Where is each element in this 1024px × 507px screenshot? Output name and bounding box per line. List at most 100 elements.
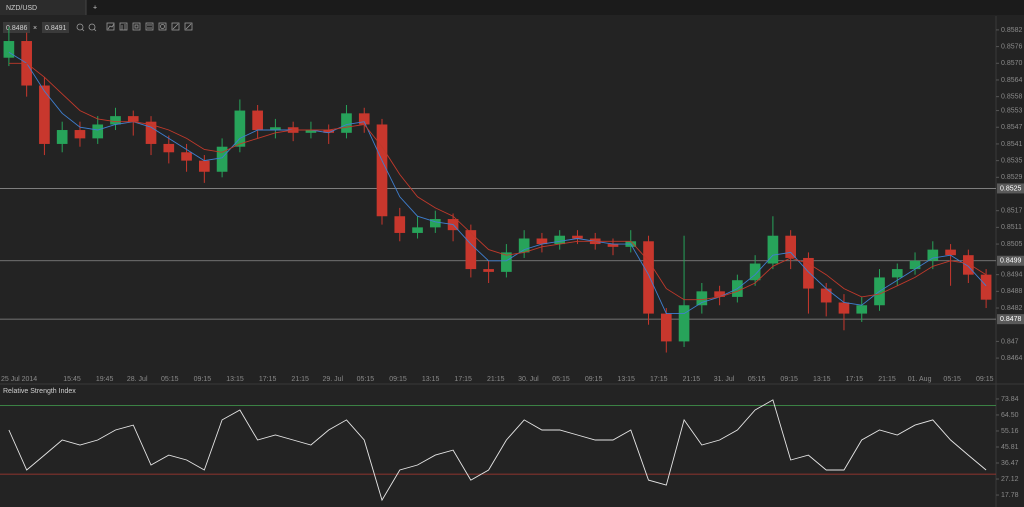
ask-box bbox=[42, 22, 69, 33]
candle-body bbox=[270, 127, 281, 131]
candle-body bbox=[856, 305, 868, 314]
x-tick-label: 21:15 bbox=[878, 376, 896, 383]
candle-body bbox=[554, 235, 566, 245]
candle-body bbox=[412, 227, 423, 233]
tab[interactable] bbox=[0, 0, 86, 15]
tab-label[interactable]: NZD/USD bbox=[6, 5, 37, 12]
candle-body bbox=[483, 269, 494, 272]
candle-body bbox=[181, 152, 192, 161]
candle-body bbox=[572, 235, 583, 239]
y-tick-label: 0.847 bbox=[1001, 338, 1019, 345]
draw-tool[interactable] bbox=[184, 22, 193, 31]
x-tick-label: 09:15 bbox=[194, 376, 212, 383]
candle-body bbox=[394, 216, 406, 233]
x-tick-label: 09:15 bbox=[780, 376, 798, 383]
x-tick-label: 05:15 bbox=[161, 376, 179, 383]
x-tick-label: 31. Jul bbox=[714, 376, 735, 383]
candle-body bbox=[963, 255, 974, 275]
x-tick-label: 13:15 bbox=[617, 376, 635, 383]
y-tick-label: 0.8517 bbox=[1001, 208, 1023, 215]
toolbar-icons bbox=[76, 22, 193, 32]
y-tick-label: 0.8570 bbox=[1001, 60, 1023, 67]
candle-body bbox=[536, 238, 548, 245]
x-tick-label: 05:15 bbox=[748, 376, 766, 383]
level-label: 0.8478 bbox=[1000, 316, 1022, 323]
x-tick-label: 21:15 bbox=[291, 376, 309, 383]
settings[interactable] bbox=[171, 22, 180, 31]
add-tab[interactable]: + bbox=[93, 4, 97, 11]
rsi-panel: 73.84 64.50 55.16 45.81 36.47 27.12 17.78 Relat… bbox=[0, 388, 1019, 502]
candle-body bbox=[74, 130, 86, 139]
candle-body bbox=[145, 121, 157, 144]
x-tick-label: 19:45 bbox=[96, 376, 114, 383]
x-tick-label: 25 Jul 2014 bbox=[1, 376, 37, 383]
x-tick-label: 01. Aug bbox=[908, 376, 932, 383]
x-tick-label: 29. Jul bbox=[322, 376, 343, 383]
candle-body bbox=[465, 230, 477, 270]
zoom-in[interactable] bbox=[76, 23, 85, 32]
tab-bar bbox=[0, 0, 1024, 15]
candle-body bbox=[341, 113, 352, 133]
candle-chart[interactable] bbox=[132, 22, 141, 31]
x-tick-label: 17:15 bbox=[846, 376, 864, 383]
candle-body bbox=[199, 160, 210, 172]
candle-body bbox=[785, 235, 796, 258]
candle-body bbox=[945, 249, 956, 256]
candle-body bbox=[3, 41, 15, 58]
candle-body bbox=[252, 110, 263, 131]
candle-body bbox=[358, 113, 370, 125]
candle-body bbox=[891, 269, 903, 278]
price-separator: × bbox=[33, 25, 37, 32]
y-tick-label: 17.78 bbox=[1001, 492, 1019, 499]
x-tick-label: 21:15 bbox=[487, 376, 505, 383]
y-tick-label: 45.81 bbox=[1001, 444, 1019, 451]
x-tick-label: 13:15 bbox=[422, 376, 440, 383]
y-tick-label: 0.8558 bbox=[1001, 94, 1023, 101]
candle-body bbox=[376, 124, 388, 217]
x-tick-label: 09:15 bbox=[389, 376, 407, 383]
moving-average bbox=[8, 51, 987, 315]
bar-chart[interactable] bbox=[119, 22, 128, 31]
line-chart[interactable] bbox=[106, 22, 115, 31]
price-panel: 0.8582 0.8576 0.8570 0.8564 0.8558 0.8553 0.85… bbox=[0, 27, 1024, 362]
candle-body bbox=[803, 257, 814, 289]
objects[interactable] bbox=[158, 22, 167, 31]
y-tick-label: 0.8582 bbox=[1001, 27, 1023, 34]
y-tick-label: 0.8488 bbox=[1001, 288, 1023, 295]
x-tick-label: 30. Jul bbox=[518, 376, 539, 383]
candle-body bbox=[234, 110, 246, 147]
candle-body bbox=[39, 85, 50, 144]
rsi-line bbox=[8, 399, 987, 502]
x-tick-label: 28. Jul bbox=[127, 376, 148, 383]
y-tick-label: 0.8505 bbox=[1001, 241, 1023, 248]
indicators[interactable] bbox=[145, 22, 154, 31]
y-tick-label: 0.8464 bbox=[1001, 355, 1023, 362]
candle-body bbox=[714, 291, 725, 297]
candle-body bbox=[927, 249, 939, 261]
y-tick-label: 0.8529 bbox=[1001, 174, 1023, 181]
x-tick-label: 09:15 bbox=[585, 376, 603, 383]
candle-body bbox=[980, 274, 992, 300]
y-tick-label: 0.8564 bbox=[1001, 77, 1023, 84]
candle-body bbox=[110, 116, 121, 125]
candle-body bbox=[429, 219, 441, 228]
candle-body bbox=[838, 302, 850, 314]
candle-body bbox=[92, 124, 104, 139]
panel-title: Relative Strength Index bbox=[3, 388, 76, 395]
level-label-box bbox=[997, 314, 1024, 325]
candle-body bbox=[678, 305, 690, 342]
x-tick-label: 05:15 bbox=[943, 376, 961, 383]
x-tick-label: 05:15 bbox=[552, 376, 570, 383]
candle-body bbox=[909, 260, 921, 270]
candle-body bbox=[643, 241, 654, 314]
x-tick-label: 21:15 bbox=[683, 376, 701, 383]
x-tick-label: 15:45 bbox=[63, 376, 81, 383]
y-tick-label: 0.8482 bbox=[1001, 305, 1023, 312]
y-tick-label: 36.47 bbox=[1001, 460, 1019, 467]
candle-body bbox=[56, 130, 68, 144]
zoom-out[interactable] bbox=[88, 23, 97, 32]
candle-body bbox=[518, 238, 530, 253]
y-tick-label: 0.8535 bbox=[1001, 157, 1023, 164]
level-label-box bbox=[997, 255, 1024, 266]
